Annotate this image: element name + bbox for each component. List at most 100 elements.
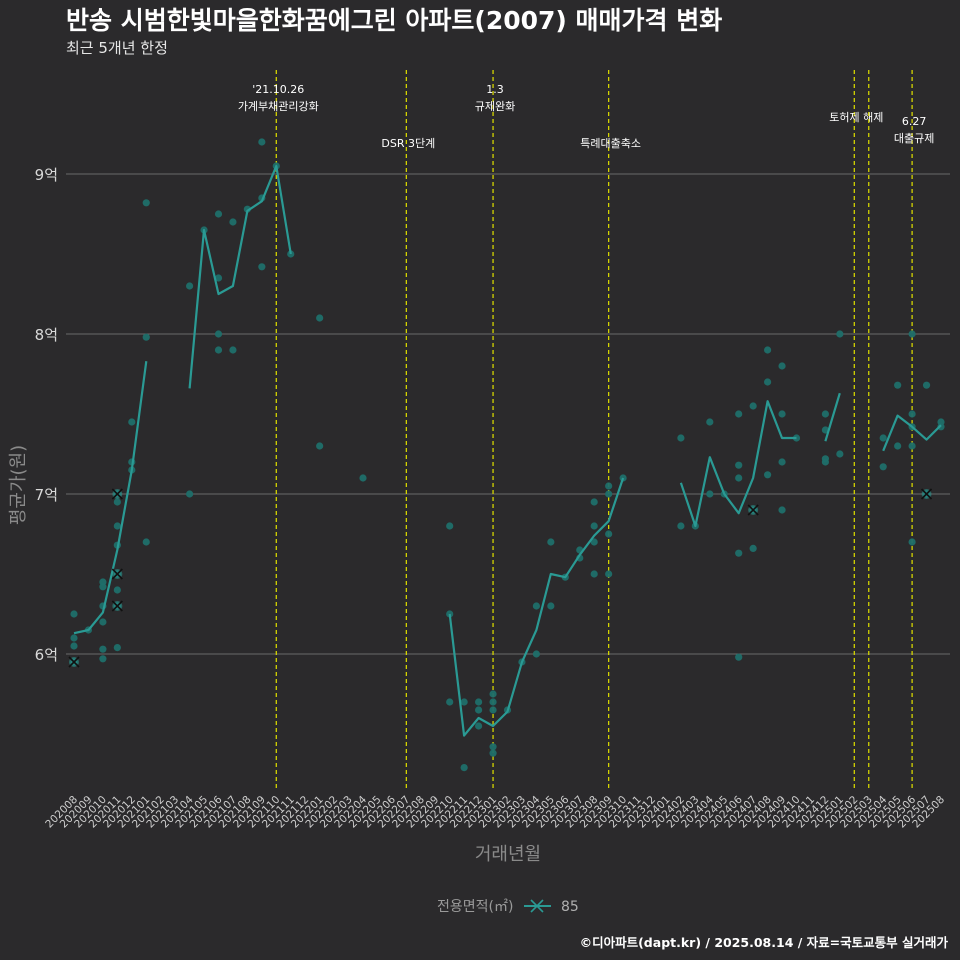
data-point [214,274,223,282]
data-point [113,586,121,594]
data-point [142,199,150,207]
data-point [735,461,743,469]
data-point [778,506,786,514]
y-tick-label: 6억 [35,646,58,664]
data-point [605,482,613,490]
data-point [735,410,743,418]
data-point [764,346,772,354]
data-point [749,544,757,553]
y-tick-label: 9억 [35,166,58,184]
data-point [99,655,107,663]
data-point [590,570,598,578]
data-point [70,610,78,618]
series-line-segment-3 [679,400,797,528]
data-point [937,418,945,426]
data-point [489,698,497,706]
data-point [113,498,121,506]
data-point [99,645,107,653]
data-point [605,490,613,498]
data-point [547,538,555,546]
x-axis-ticks: 2020082020092020102020112020122021012021… [43,793,947,830]
data-point [475,722,483,730]
event-label: 특례대출축소 [580,137,641,150]
data-point [99,618,107,626]
data-point [460,698,468,706]
data-point [706,418,714,426]
data-point [142,538,150,546]
data-point [359,474,367,482]
data-point [229,218,237,226]
data-point [605,530,613,538]
data-point [258,138,266,146]
y-tick-label: 8억 [35,326,58,344]
data-point [258,263,266,271]
data-point [749,402,757,410]
data-point [99,578,107,586]
data-point [677,434,685,442]
data-point [214,346,223,354]
cross-marker [920,488,933,500]
data-point [142,333,150,341]
cross-marker [111,568,123,580]
x-axis-label: 거래년월 [475,844,541,865]
data-point [778,410,786,418]
series-line-segment-2 [448,477,625,737]
y-axis-label: 평균가(원) [8,445,29,525]
data-point [489,706,497,714]
data-point [821,455,830,463]
event-label: 1.3 [486,83,504,96]
y-axis-ticks: 6억 7억 8억 9억 [35,166,58,664]
event-label: 6.27 [902,115,927,128]
data-point [821,410,830,418]
series-line-segment-0 [73,361,148,635]
data-point [778,458,786,466]
data-point [677,522,685,530]
average-price-line [73,164,942,737]
data-point [836,330,844,338]
data-point [706,490,714,498]
data-point [908,538,916,546]
data-point [764,471,772,479]
legend: 전용면적(㎡) 85 [437,899,579,915]
data-point [532,602,541,610]
event-label: 토허제 해제 [829,110,883,124]
data-point [229,346,237,354]
data-point [908,442,916,450]
source-caption: ©디아파트(dapt.kr) / 2025.08.14 / 자료=국토교통부 실… [580,935,949,950]
data-point [186,282,194,290]
data-point [489,749,497,757]
y-gridlines [66,173,950,655]
data-point [446,698,454,706]
data-point [590,522,598,530]
data-point [113,522,121,530]
transaction-points [70,138,945,772]
data-point [908,330,916,338]
cross-marker [747,504,759,516]
data-point [735,549,743,557]
cross-markers [68,488,933,668]
data-point [475,706,483,714]
data-point [836,450,844,458]
event-label: '21.10.26 [252,83,304,96]
cross-marker [111,488,123,500]
data-point [590,538,598,546]
data-point [214,330,223,338]
legend-entry-85: 85 [561,899,579,915]
data-point [475,698,483,706]
chart-subtitle: 최근 5개년 한정 [66,39,168,57]
data-point [70,642,78,650]
legend-title: 전용면적(㎡) [437,899,513,915]
data-point [922,381,931,389]
data-point [186,490,194,498]
data-point [908,410,916,418]
event-label: 규제완화 [475,100,515,113]
data-point [879,434,887,442]
cross-marker [111,600,123,612]
data-point [446,522,454,530]
event-label: DSR 3단계 [381,137,435,150]
data-point [316,442,324,450]
data-point [460,764,468,772]
series-line-segment-5 [882,414,942,452]
data-point [532,650,541,658]
